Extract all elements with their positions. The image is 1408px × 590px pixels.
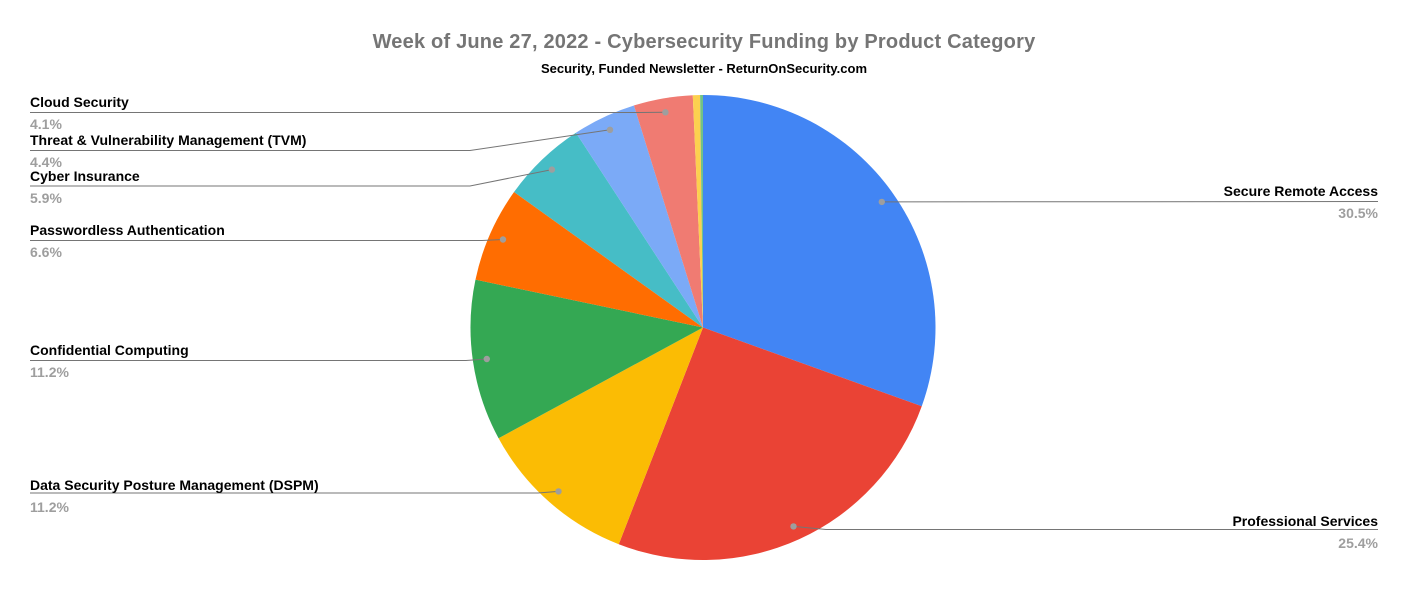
pie-slice-confidential-computing[interactable] xyxy=(470,279,703,439)
slice-percent-text: 4.1% xyxy=(30,116,62,132)
leader-dot-cyber-insurance xyxy=(548,166,556,173)
pie-slice-unlabeled-8[interactable] xyxy=(692,95,703,328)
leader-dot-cloud-security xyxy=(662,109,669,116)
slice-label-secure-remote-access: Secure Remote Access 30.5% xyxy=(1224,183,1378,222)
slice-label-passwordless-authentication: Passwordless Authentication 6.6% xyxy=(30,222,225,261)
slice-label-professional-services: Professional Services 25.4% xyxy=(1232,513,1378,552)
leader-dot-passwordless-authentication xyxy=(499,236,507,243)
slice-label-cyber-insurance: Cyber Insurance 5.9% xyxy=(30,168,140,207)
leader-line-confidential-computing xyxy=(30,358,487,361)
slice-percent-text: 30.5% xyxy=(1338,205,1378,221)
pie-slice-threat-vulnerability-management-tvm[interactable] xyxy=(575,105,703,328)
slice-label-text: Professional Services xyxy=(1232,513,1378,529)
leader-dot-threat-vulnerability-management-tvm xyxy=(606,126,614,133)
slice-percent-text: 11.2% xyxy=(30,499,69,515)
slice-percent-text: 25.4% xyxy=(1338,535,1378,551)
chart-subtitle: Security, Funded Newsletter - ReturnOnSe… xyxy=(540,61,868,76)
pie-slice-professional-services[interactable] xyxy=(618,327,922,561)
slice-label-text: Cyber Insurance xyxy=(30,168,140,184)
slice-label-text: Data Security Posture Management (DSPM) xyxy=(30,477,319,493)
leader-line-data-security-posture-management-dspm xyxy=(30,490,559,494)
slice-label-text: Passwordless Authentication xyxy=(30,222,225,238)
leader-line-passwordless-authentication xyxy=(30,239,504,241)
leader-dot-data-security-posture-management-dspm xyxy=(555,488,562,495)
slice-label-cloud-security: Cloud Security 4.1% xyxy=(30,94,129,133)
slice-label-text: Secure Remote Access xyxy=(1223,183,1378,199)
pie-slice-unlabeled-9[interactable] xyxy=(700,95,703,328)
slice-label-text: Confidential Computing xyxy=(30,342,189,358)
pie-slice-cloud-security[interactable] xyxy=(633,95,703,328)
leader-dot-confidential-computing xyxy=(483,355,490,363)
chart-title: Week of June 27, 2022 - Cybersecurity Fu… xyxy=(372,31,1036,53)
leader-line-professional-services xyxy=(793,525,1378,530)
slice-percent-text: 5.9% xyxy=(30,190,62,206)
pie-slice-secure-remote-access[interactable] xyxy=(703,95,936,407)
slice-percent-text: 6.6% xyxy=(30,244,62,260)
leader-dot-secure-remote-access xyxy=(878,198,885,206)
slice-label-confidential-computing: Confidential Computing 11.2% xyxy=(30,342,189,381)
leader-line-threat-vulnerability-management-tvm xyxy=(30,129,611,151)
slice-label-data-security-posture-management-dspm: Data Security Posture Management (DSPM) … xyxy=(30,477,319,516)
slice-label-threat-vulnerability-management-tvm: Threat & Vulnerability Management (TVM) … xyxy=(30,132,306,171)
pie-slice-data-security-posture-management-dspm[interactable] xyxy=(498,327,703,545)
leader-line-cyber-insurance xyxy=(30,169,552,187)
slice-percent-text: 4.4% xyxy=(30,154,62,170)
pie-slice-passwordless-authentication[interactable] xyxy=(475,192,703,328)
slice-percent-text: 11.2% xyxy=(30,364,69,380)
slice-label-text: Cloud Security xyxy=(30,94,129,110)
pie-slice-cyber-insurance[interactable] xyxy=(514,132,703,328)
slice-label-text: Threat & Vulnerability Management (TVM) xyxy=(30,132,307,148)
leader-dot-professional-services xyxy=(790,523,797,530)
